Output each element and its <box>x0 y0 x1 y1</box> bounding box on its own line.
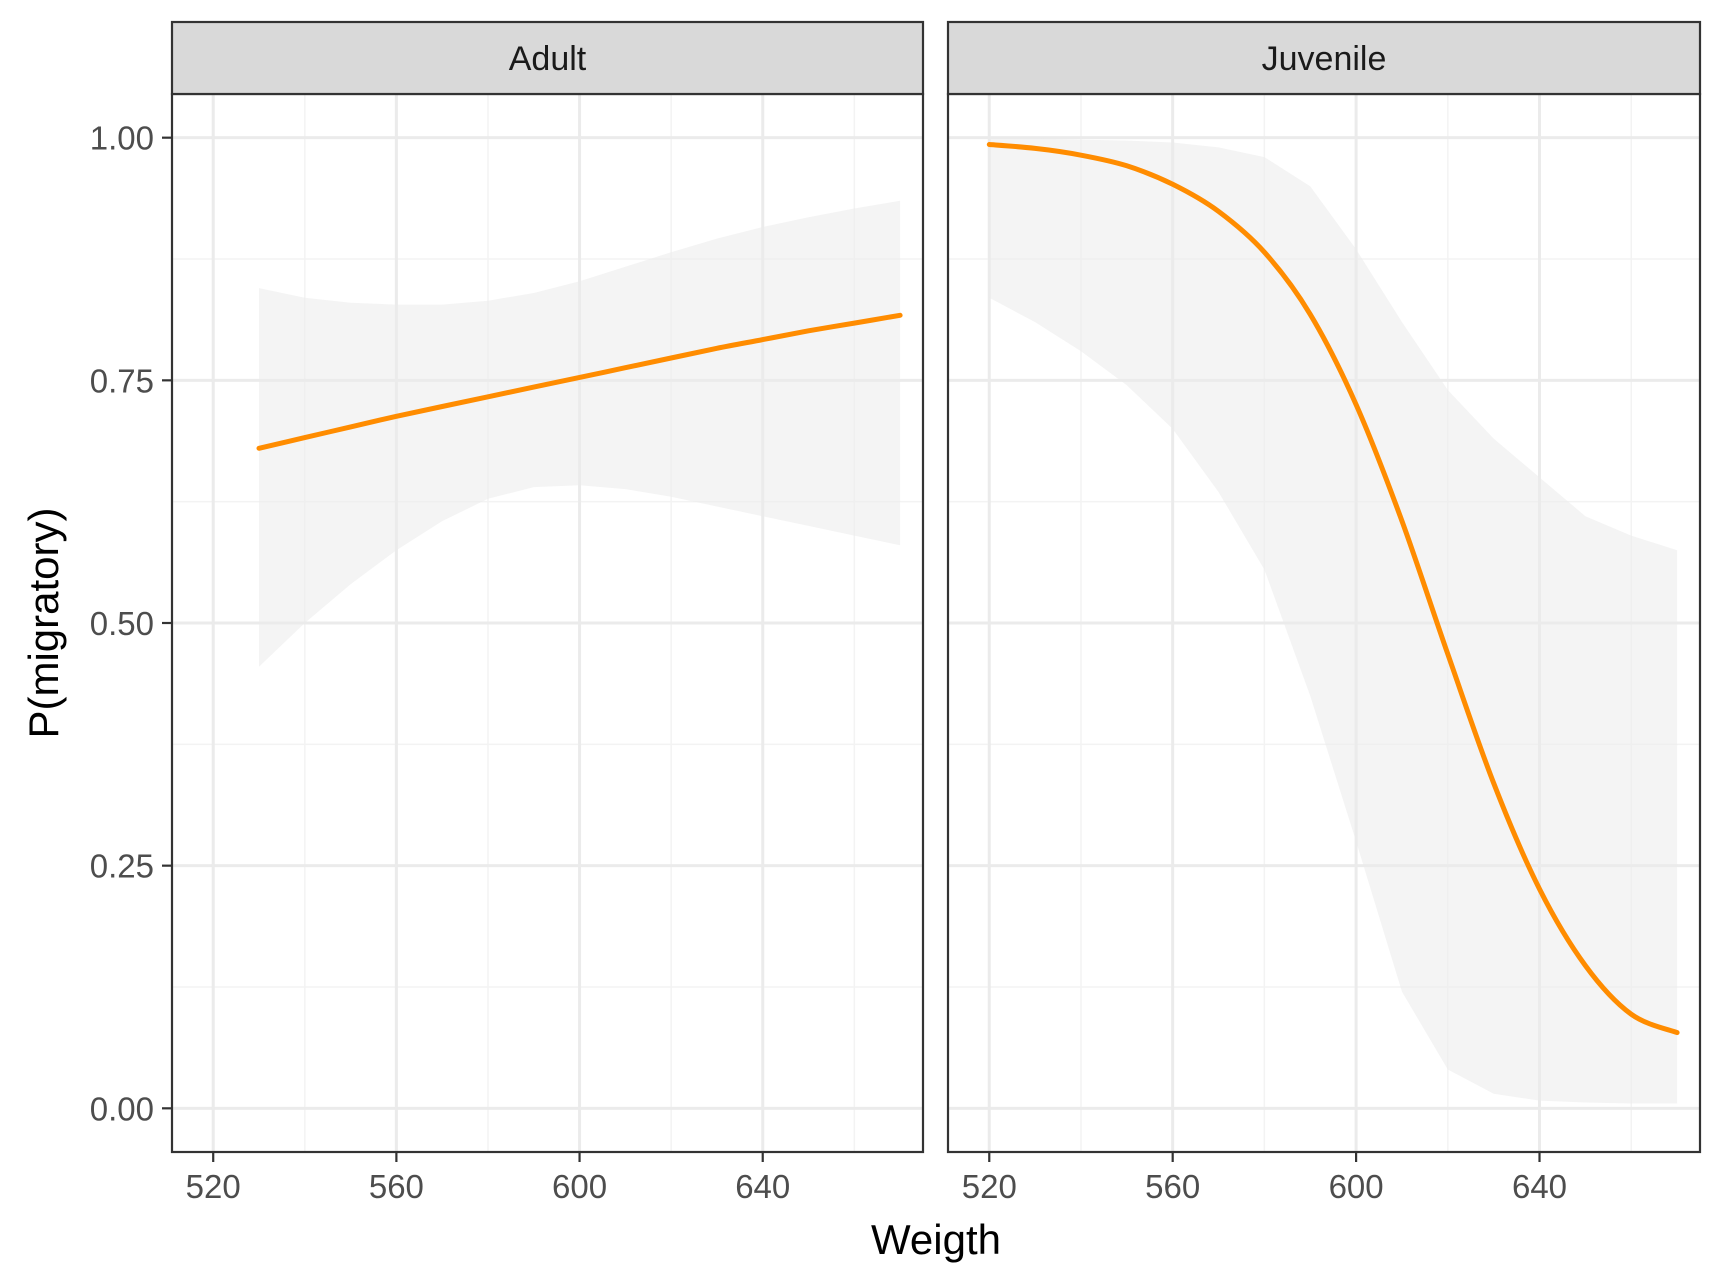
y-tick-label: 0.50 <box>90 605 154 642</box>
confidence-ribbon-adult <box>259 200 901 667</box>
facet-strip-juvenile <box>946 20 1702 96</box>
y-tick-label: 0.00 <box>90 1090 154 1127</box>
x-tick-label: 520 <box>186 1168 241 1205</box>
series-line-juvenile <box>986 142 1680 1036</box>
facet-strip-label-juvenile: Juvenile <box>1262 40 1387 78</box>
x-tick-label: 600 <box>1329 1168 1384 1205</box>
y-tick-label: 1.00 <box>90 120 154 157</box>
x-tick-label: 560 <box>369 1168 424 1205</box>
x-axis-title: Weigth <box>871 1216 1001 1263</box>
facet-strip-label-adult: Adult <box>509 40 587 78</box>
series-line-adult <box>256 312 903 451</box>
y-axis-title: P(migratory) <box>20 507 67 738</box>
x-tick-label: 640 <box>1512 1168 1567 1205</box>
confidence-ribbon-juvenile <box>989 138 1678 1104</box>
facet-strip-adult <box>170 20 925 96</box>
y-tick-label: 0.25 <box>90 848 154 885</box>
x-tick-label: 520 <box>962 1168 1017 1205</box>
y-tick-label: 0.75 <box>90 362 154 399</box>
x-tick-label: 640 <box>735 1168 790 1205</box>
x-tick-label: 560 <box>1145 1168 1200 1205</box>
x-tick-label: 600 <box>552 1168 607 1205</box>
